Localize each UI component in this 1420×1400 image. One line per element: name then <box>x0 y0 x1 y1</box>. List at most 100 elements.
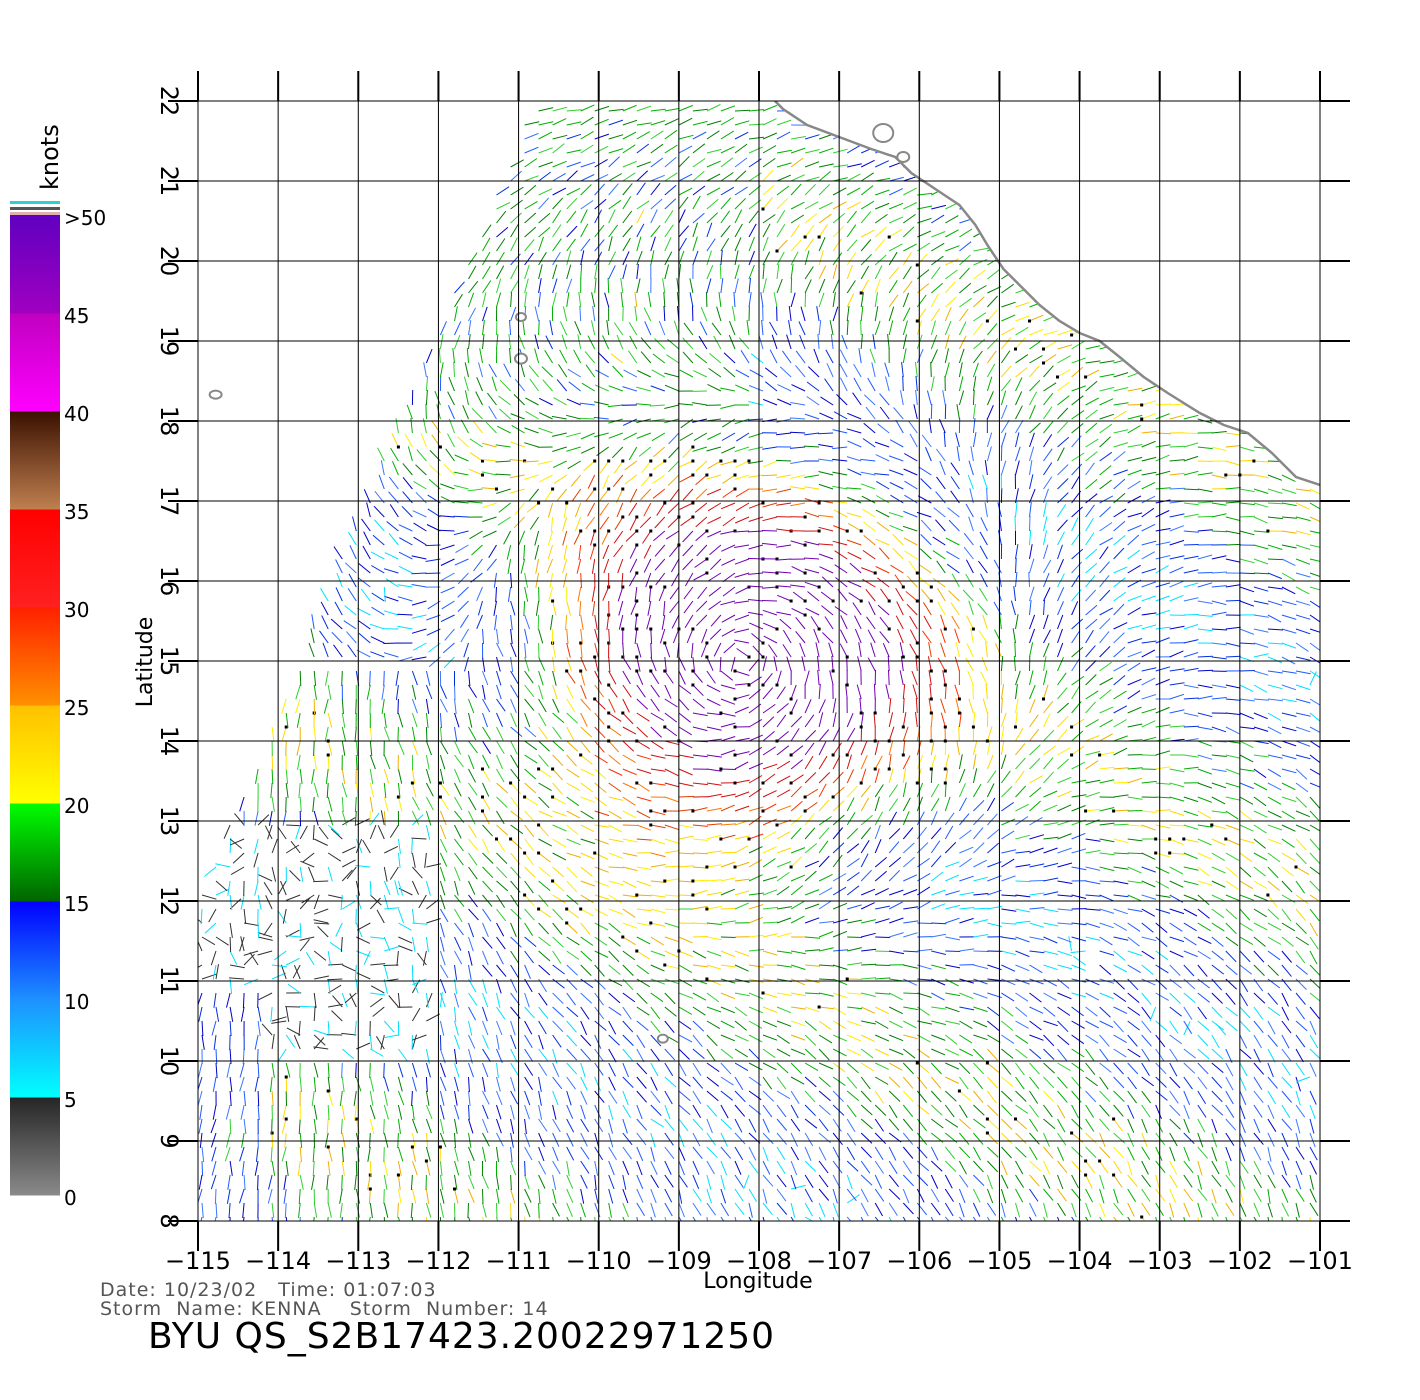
wind-vector <box>1183 1146 1190 1162</box>
wind-vector <box>496 1174 500 1190</box>
wind-vector <box>972 783 982 798</box>
wind-vector <box>613 544 624 558</box>
wind-vector <box>1281 1090 1292 1103</box>
wind-vector <box>958 754 963 770</box>
wind-vector <box>210 1132 217 1148</box>
wind-vector <box>282 1104 287 1120</box>
wind-vector <box>1071 423 1084 434</box>
wind-vector <box>846 1132 857 1146</box>
wind-vector <box>482 866 494 879</box>
rain-flag-dot <box>943 627 947 631</box>
wind-vector <box>1085 1048 1095 1062</box>
wind-vector <box>608 978 623 987</box>
wind-vector <box>1057 421 1068 434</box>
wind-vector <box>874 1006 889 1015</box>
wind-vector <box>902 1174 914 1187</box>
wind-vector <box>552 838 566 848</box>
wind-vector <box>1043 757 1054 770</box>
rain-flag-dot <box>396 1173 400 1177</box>
wind-vector <box>1113 566 1128 574</box>
wind-vector <box>1309 838 1320 851</box>
rain-flag-dot <box>901 655 905 659</box>
wind-vector <box>916 782 924 798</box>
rain-flag-dot <box>663 585 667 589</box>
wind-vector <box>468 1006 477 1021</box>
wind-vector <box>902 726 909 742</box>
wind-vector <box>860 755 868 770</box>
wind-vector <box>959 1020 973 1030</box>
wind-vector <box>496 950 504 965</box>
wind-vector <box>425 572 441 574</box>
wind-vector <box>682 558 694 571</box>
wind-vector <box>1169 810 1185 816</box>
wind-vector <box>673 320 680 336</box>
wind-vector <box>552 1216 554 1221</box>
wind-vector <box>1239 642 1255 645</box>
wind-vector <box>1197 1132 1204 1148</box>
wind-vector <box>1309 1174 1314 1190</box>
wind-vector <box>1071 964 1086 971</box>
wind-vector <box>1239 1104 1246 1120</box>
wind-vector <box>566 1034 578 1047</box>
wind-vector <box>1169 1146 1176 1162</box>
wind-vector <box>383 1174 388 1190</box>
rain-flag-dot <box>1070 1131 1074 1135</box>
wind-vector <box>940 628 946 644</box>
wind-vector <box>671 614 680 629</box>
wind-vector <box>1015 1160 1024 1175</box>
wind-vector <box>861 888 876 896</box>
wind-vector <box>832 698 837 714</box>
wind-vector <box>954 684 960 700</box>
wind-vector <box>482 768 491 783</box>
wind-vector <box>1155 678 1170 686</box>
wind-vector <box>706 1202 717 1216</box>
wind-vector <box>852 602 862 616</box>
wind-vector <box>1155 1132 1166 1146</box>
wind-vector <box>1085 369 1100 378</box>
wind-vector <box>283 1174 287 1190</box>
wind-vector <box>1225 584 1241 588</box>
wind-vector <box>945 992 961 997</box>
wind-vector <box>326 1118 329 1135</box>
wind-vector <box>748 746 763 756</box>
wind-vector <box>1169 1034 1183 1045</box>
wind-vector <box>1099 838 1115 843</box>
wind-vector <box>1211 555 1227 560</box>
wind-vector <box>790 745 804 756</box>
wind-vector <box>510 488 525 494</box>
wind-vector <box>1015 1216 1018 1221</box>
wind-vector <box>879 631 890 644</box>
rain-flag-dot <box>1294 865 1298 869</box>
wind-vector <box>1253 894 1268 902</box>
wind-vector <box>706 684 721 693</box>
wind-vector <box>1239 810 1253 821</box>
wind-vector <box>945 904 961 910</box>
wind-vector <box>846 797 855 812</box>
wind-vector <box>1113 781 1129 784</box>
wind-vector <box>888 811 898 826</box>
wind-vector <box>282 908 287 924</box>
wind-vector <box>918 564 932 574</box>
wind-vector <box>1113 992 1127 1003</box>
wind-vector <box>594 796 608 807</box>
wind-vector <box>1267 1076 1278 1089</box>
wind-vector <box>1099 822 1115 826</box>
wind-vector <box>510 712 517 727</box>
wind-vector <box>867 377 876 392</box>
wind-vector <box>1001 1048 1014 1059</box>
wind-vector <box>972 1146 982 1161</box>
wind-vector <box>354 1174 357 1190</box>
wind-vector <box>286 824 302 827</box>
wind-vector <box>748 1048 760 1061</box>
wind-vector <box>1225 880 1239 890</box>
wind-vector <box>804 1160 817 1172</box>
wind-vector <box>1295 1006 1306 1020</box>
wind-vector <box>439 321 447 336</box>
wind-vector <box>1015 850 1031 854</box>
wind-vector <box>804 1202 813 1217</box>
wind-vector <box>692 446 708 452</box>
wind-vector <box>1295 908 1306 921</box>
wind-vector <box>682 351 694 364</box>
wind-vector <box>902 768 907 784</box>
wind-vector <box>776 950 792 954</box>
